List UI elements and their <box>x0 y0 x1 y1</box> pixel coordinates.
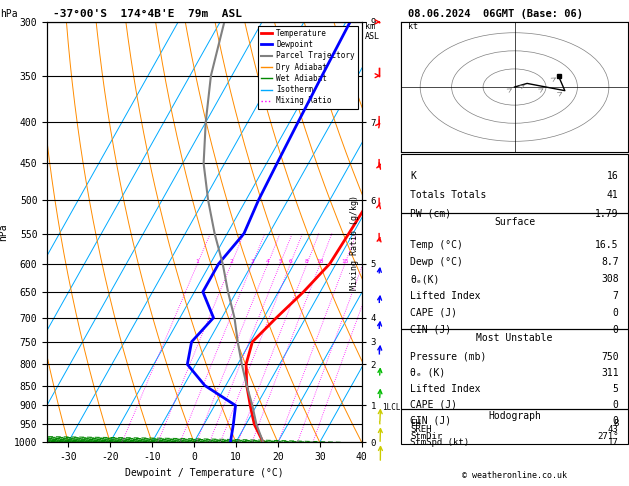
Text: Pressure (mb): Pressure (mb) <box>410 352 487 362</box>
Bar <box>401 409 628 444</box>
Text: Hodograph: Hodograph <box>488 411 541 421</box>
Text: Mixing Ratio (g/kg): Mixing Ratio (g/kg) <box>350 195 359 291</box>
Text: 308: 308 <box>601 274 619 284</box>
Text: kt: kt <box>408 22 418 31</box>
Text: 8: 8 <box>613 419 619 428</box>
Text: 43: 43 <box>608 425 619 434</box>
X-axis label: Dewpoint / Temperature (°C): Dewpoint / Temperature (°C) <box>125 468 284 478</box>
Text: Lifted Index: Lifted Index <box>410 384 481 394</box>
Text: Totals Totals: Totals Totals <box>410 190 487 200</box>
Text: Dewp (°C): Dewp (°C) <box>410 257 463 267</box>
Text: Temp (°C): Temp (°C) <box>410 241 463 250</box>
Text: 271°: 271° <box>597 432 619 441</box>
Text: 5: 5 <box>613 384 619 394</box>
Text: 311: 311 <box>601 368 619 378</box>
Text: StmDir: StmDir <box>410 432 443 441</box>
Text: 17: 17 <box>608 438 619 447</box>
Text: PW (cm): PW (cm) <box>410 209 452 219</box>
Text: 10: 10 <box>316 259 324 264</box>
Text: EH: EH <box>410 419 421 428</box>
Text: 08.06.2024  06GMT (Base: 06): 08.06.2024 06GMT (Base: 06) <box>408 9 582 19</box>
Legend: Temperature, Dewpoint, Parcel Trajectory, Dry Adiabat, Wet Adiabat, Isotherm, Mi: Temperature, Dewpoint, Parcel Trajectory… <box>258 26 358 108</box>
Text: CAPE (J): CAPE (J) <box>410 308 457 318</box>
Text: SREH: SREH <box>410 425 432 434</box>
Text: -37°00'S  174°4B'E  79m  ASL: -37°00'S 174°4B'E 79m ASL <box>53 9 242 19</box>
Text: CIN (J): CIN (J) <box>410 325 452 334</box>
Text: 1: 1 <box>196 259 199 264</box>
Text: 7: 7 <box>613 291 619 301</box>
Text: 4: 4 <box>266 259 270 264</box>
Bar <box>401 22 628 152</box>
Text: 0: 0 <box>613 416 619 426</box>
Text: 16.5: 16.5 <box>595 241 619 250</box>
Text: K: K <box>410 171 416 181</box>
Text: Surface: Surface <box>494 217 535 227</box>
Text: Most Unstable: Most Unstable <box>476 333 553 343</box>
Text: 0: 0 <box>613 308 619 318</box>
Text: © weatheronline.co.uk: © weatheronline.co.uk <box>462 471 567 480</box>
Text: CAPE (J): CAPE (J) <box>410 400 457 410</box>
Text: Lifted Index: Lifted Index <box>410 291 481 301</box>
Text: 1LCL: 1LCL <box>382 403 400 412</box>
Text: θₑ (K): θₑ (K) <box>410 368 445 378</box>
Text: 750: 750 <box>601 352 619 362</box>
Text: 0: 0 <box>613 325 619 334</box>
Text: 8: 8 <box>305 259 309 264</box>
Text: θₑ(K): θₑ(K) <box>410 274 440 284</box>
Text: hPa: hPa <box>0 9 18 19</box>
Bar <box>401 213 628 329</box>
Y-axis label: hPa: hPa <box>0 223 8 241</box>
Text: CIN (J): CIN (J) <box>410 416 452 426</box>
Text: 1.79: 1.79 <box>595 209 619 219</box>
Bar <box>401 154 628 213</box>
Text: 5: 5 <box>278 259 282 264</box>
Text: 3: 3 <box>250 259 254 264</box>
Bar <box>401 329 628 409</box>
Text: StmSpd (kt): StmSpd (kt) <box>410 438 469 447</box>
Text: 41: 41 <box>607 190 619 200</box>
Text: 8.7: 8.7 <box>601 257 619 267</box>
Text: km
ASL: km ASL <box>365 22 380 41</box>
Text: 0: 0 <box>613 400 619 410</box>
Text: 15: 15 <box>341 259 348 264</box>
Text: 16: 16 <box>607 171 619 181</box>
Text: 2: 2 <box>230 259 233 264</box>
Text: 6: 6 <box>289 259 292 264</box>
